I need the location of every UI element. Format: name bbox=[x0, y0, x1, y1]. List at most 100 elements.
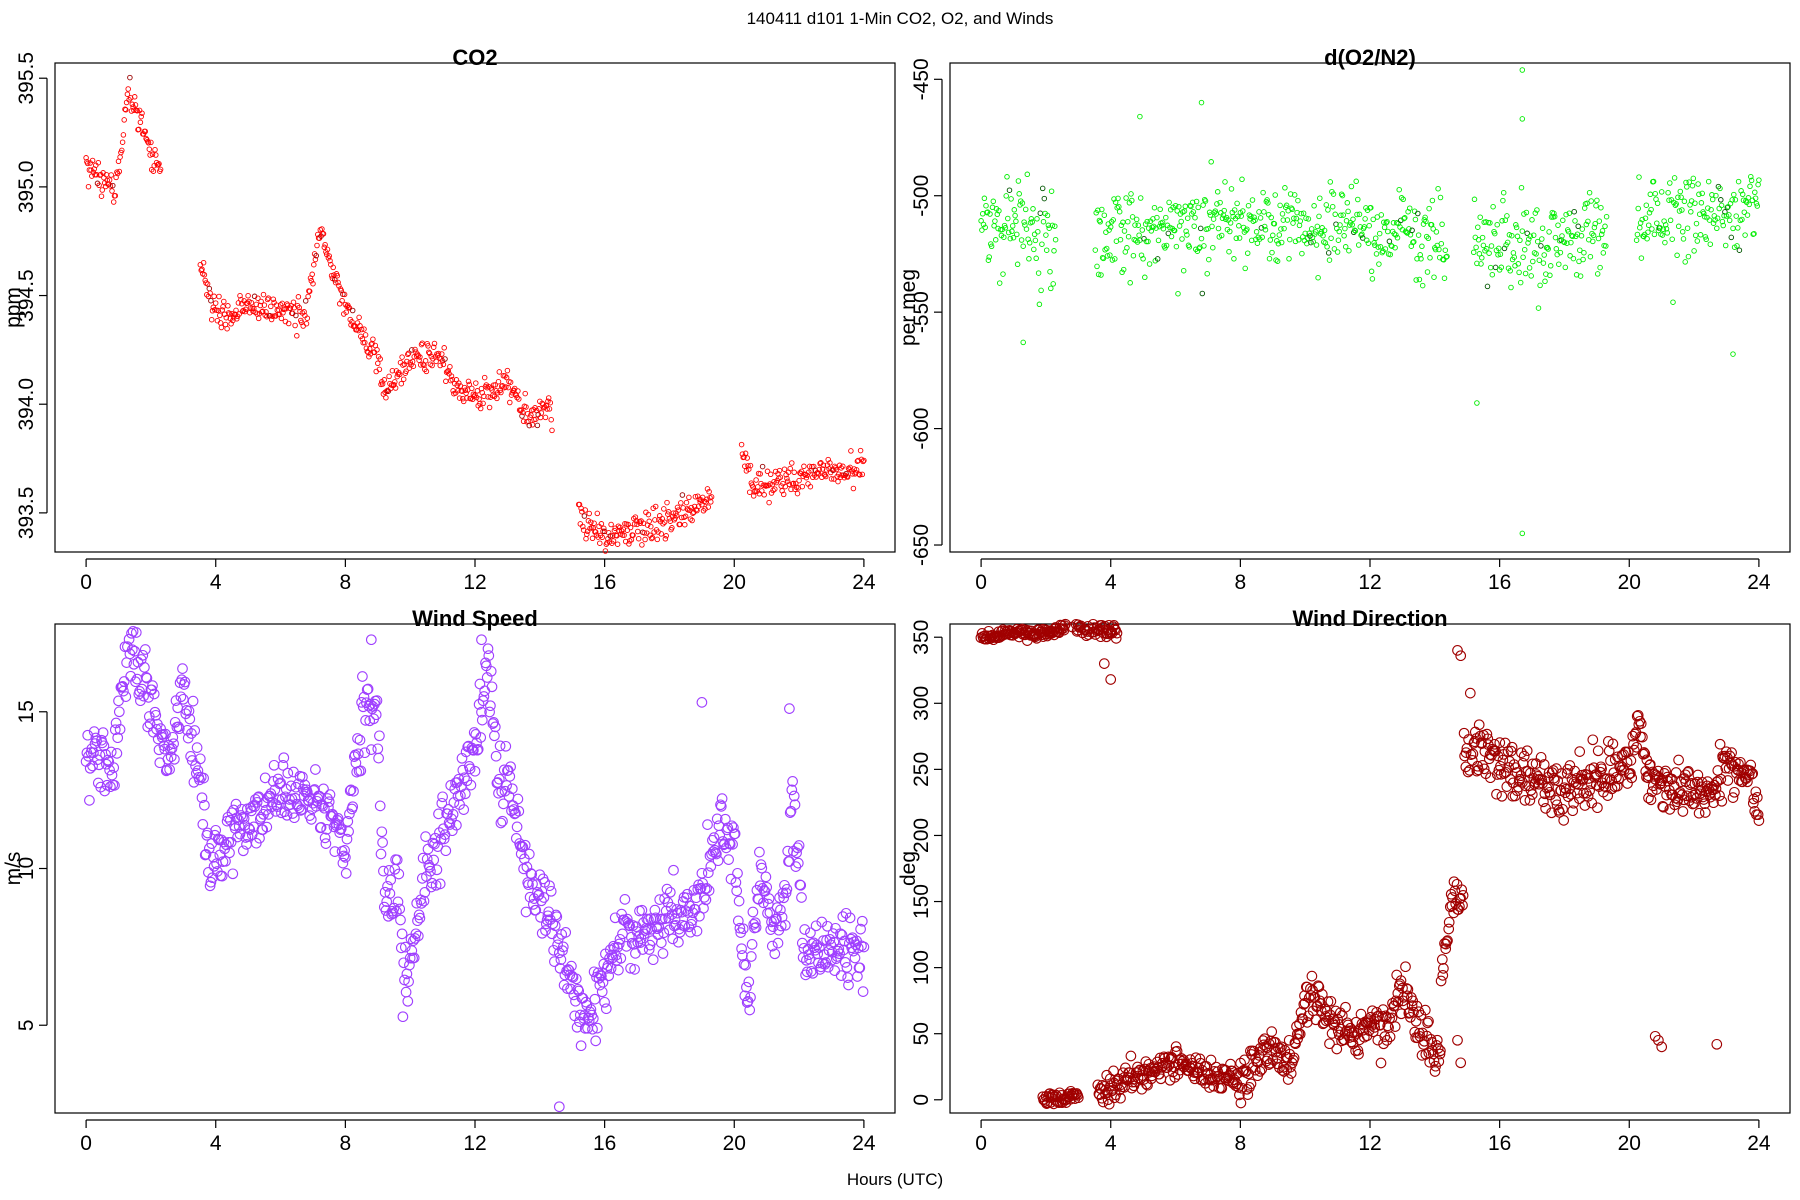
data-point bbox=[1235, 213, 1241, 220]
data-point bbox=[380, 905, 392, 916]
data-point bbox=[1095, 207, 1101, 214]
data-point bbox=[405, 350, 412, 356]
data-point bbox=[1481, 728, 1493, 740]
data-point bbox=[1419, 1004, 1431, 1016]
data-point bbox=[547, 399, 554, 406]
data-point bbox=[459, 788, 471, 800]
data-point bbox=[1028, 216, 1035, 222]
data-point bbox=[242, 306, 249, 313]
data-point bbox=[772, 486, 778, 492]
data-point bbox=[235, 810, 247, 821]
data-point bbox=[208, 860, 220, 872]
data-point bbox=[1417, 252, 1423, 258]
y-tick-label: 10 bbox=[15, 857, 38, 880]
data-point bbox=[172, 702, 184, 714]
data-point bbox=[392, 896, 404, 908]
data-point bbox=[1303, 215, 1309, 221]
data-point bbox=[1121, 228, 1128, 234]
data-point bbox=[534, 422, 541, 429]
data-point bbox=[1210, 216, 1217, 222]
data-point bbox=[771, 913, 782, 925]
data-point bbox=[1729, 786, 1740, 798]
data-point bbox=[1543, 781, 1554, 793]
data-point bbox=[1534, 207, 1540, 213]
data-point bbox=[469, 765, 481, 777]
data-point bbox=[292, 322, 298, 329]
data-point bbox=[1604, 773, 1616, 785]
data-point bbox=[431, 340, 438, 347]
data-point bbox=[409, 347, 415, 353]
data-point bbox=[343, 826, 354, 837]
data-point bbox=[793, 840, 805, 851]
data-point bbox=[999, 226, 1005, 233]
data-point bbox=[1735, 225, 1741, 231]
data-point bbox=[591, 520, 597, 526]
data-point bbox=[1750, 786, 1762, 798]
data-point bbox=[1021, 219, 1027, 225]
data-point bbox=[389, 367, 396, 374]
data-point bbox=[1378, 212, 1385, 218]
y-tick-label: -500 bbox=[910, 175, 933, 217]
data-point bbox=[771, 478, 777, 485]
x-tick-label: 20 bbox=[723, 571, 746, 594]
data-point bbox=[324, 246, 331, 253]
data-point bbox=[285, 780, 297, 792]
data-point bbox=[1136, 232, 1142, 238]
data-point bbox=[799, 924, 811, 935]
data-point bbox=[1590, 232, 1597, 239]
data-point bbox=[630, 948, 641, 959]
data-point bbox=[301, 309, 307, 315]
data-point bbox=[261, 821, 273, 833]
data-point bbox=[1434, 1048, 1446, 1060]
data-point bbox=[1048, 285, 1054, 292]
data-point bbox=[1277, 202, 1283, 209]
data-point bbox=[1436, 954, 1448, 965]
data-point bbox=[1433, 1056, 1445, 1067]
data-point bbox=[1320, 1011, 1331, 1022]
data-point bbox=[542, 414, 549, 421]
data-point bbox=[708, 494, 715, 500]
data-point bbox=[779, 919, 791, 931]
data-point bbox=[763, 482, 770, 489]
data-point bbox=[225, 303, 231, 309]
data-point bbox=[1267, 237, 1274, 243]
data-point bbox=[1441, 936, 1453, 947]
data-point bbox=[1487, 264, 1494, 271]
data-point bbox=[456, 380, 462, 386]
data-point bbox=[248, 299, 255, 306]
data-point bbox=[1095, 271, 1102, 278]
data-point bbox=[1492, 230, 1498, 237]
data-point bbox=[1503, 762, 1514, 773]
data-point bbox=[767, 471, 774, 478]
data-point bbox=[1733, 758, 1744, 770]
data-point bbox=[1433, 229, 1440, 235]
data-point bbox=[288, 812, 300, 824]
data-point bbox=[1276, 1041, 1287, 1053]
data-point bbox=[833, 466, 840, 473]
data-point bbox=[538, 892, 550, 903]
data-point bbox=[1442, 247, 1449, 253]
data-point bbox=[176, 674, 188, 686]
data-point bbox=[126, 627, 137, 639]
scatter-points bbox=[978, 67, 1762, 537]
data-point bbox=[1518, 184, 1525, 191]
x-tick-label: 20 bbox=[1618, 571, 1641, 594]
data-point bbox=[1005, 215, 1011, 222]
data-point bbox=[441, 345, 447, 351]
data-point bbox=[739, 451, 746, 457]
data-point bbox=[1287, 236, 1293, 243]
data-point bbox=[1473, 719, 1485, 731]
data-point bbox=[1706, 217, 1713, 223]
data-point bbox=[1154, 214, 1160, 221]
data-point bbox=[1516, 269, 1522, 276]
data-point bbox=[1449, 885, 1461, 897]
data-point bbox=[1693, 807, 1705, 819]
y-tick-label: 100 bbox=[910, 950, 933, 985]
data-point bbox=[759, 463, 766, 470]
data-point bbox=[1562, 264, 1569, 271]
data-point bbox=[1173, 243, 1180, 250]
data-point bbox=[420, 361, 426, 368]
data-point bbox=[1752, 195, 1759, 201]
data-point bbox=[580, 523, 586, 530]
